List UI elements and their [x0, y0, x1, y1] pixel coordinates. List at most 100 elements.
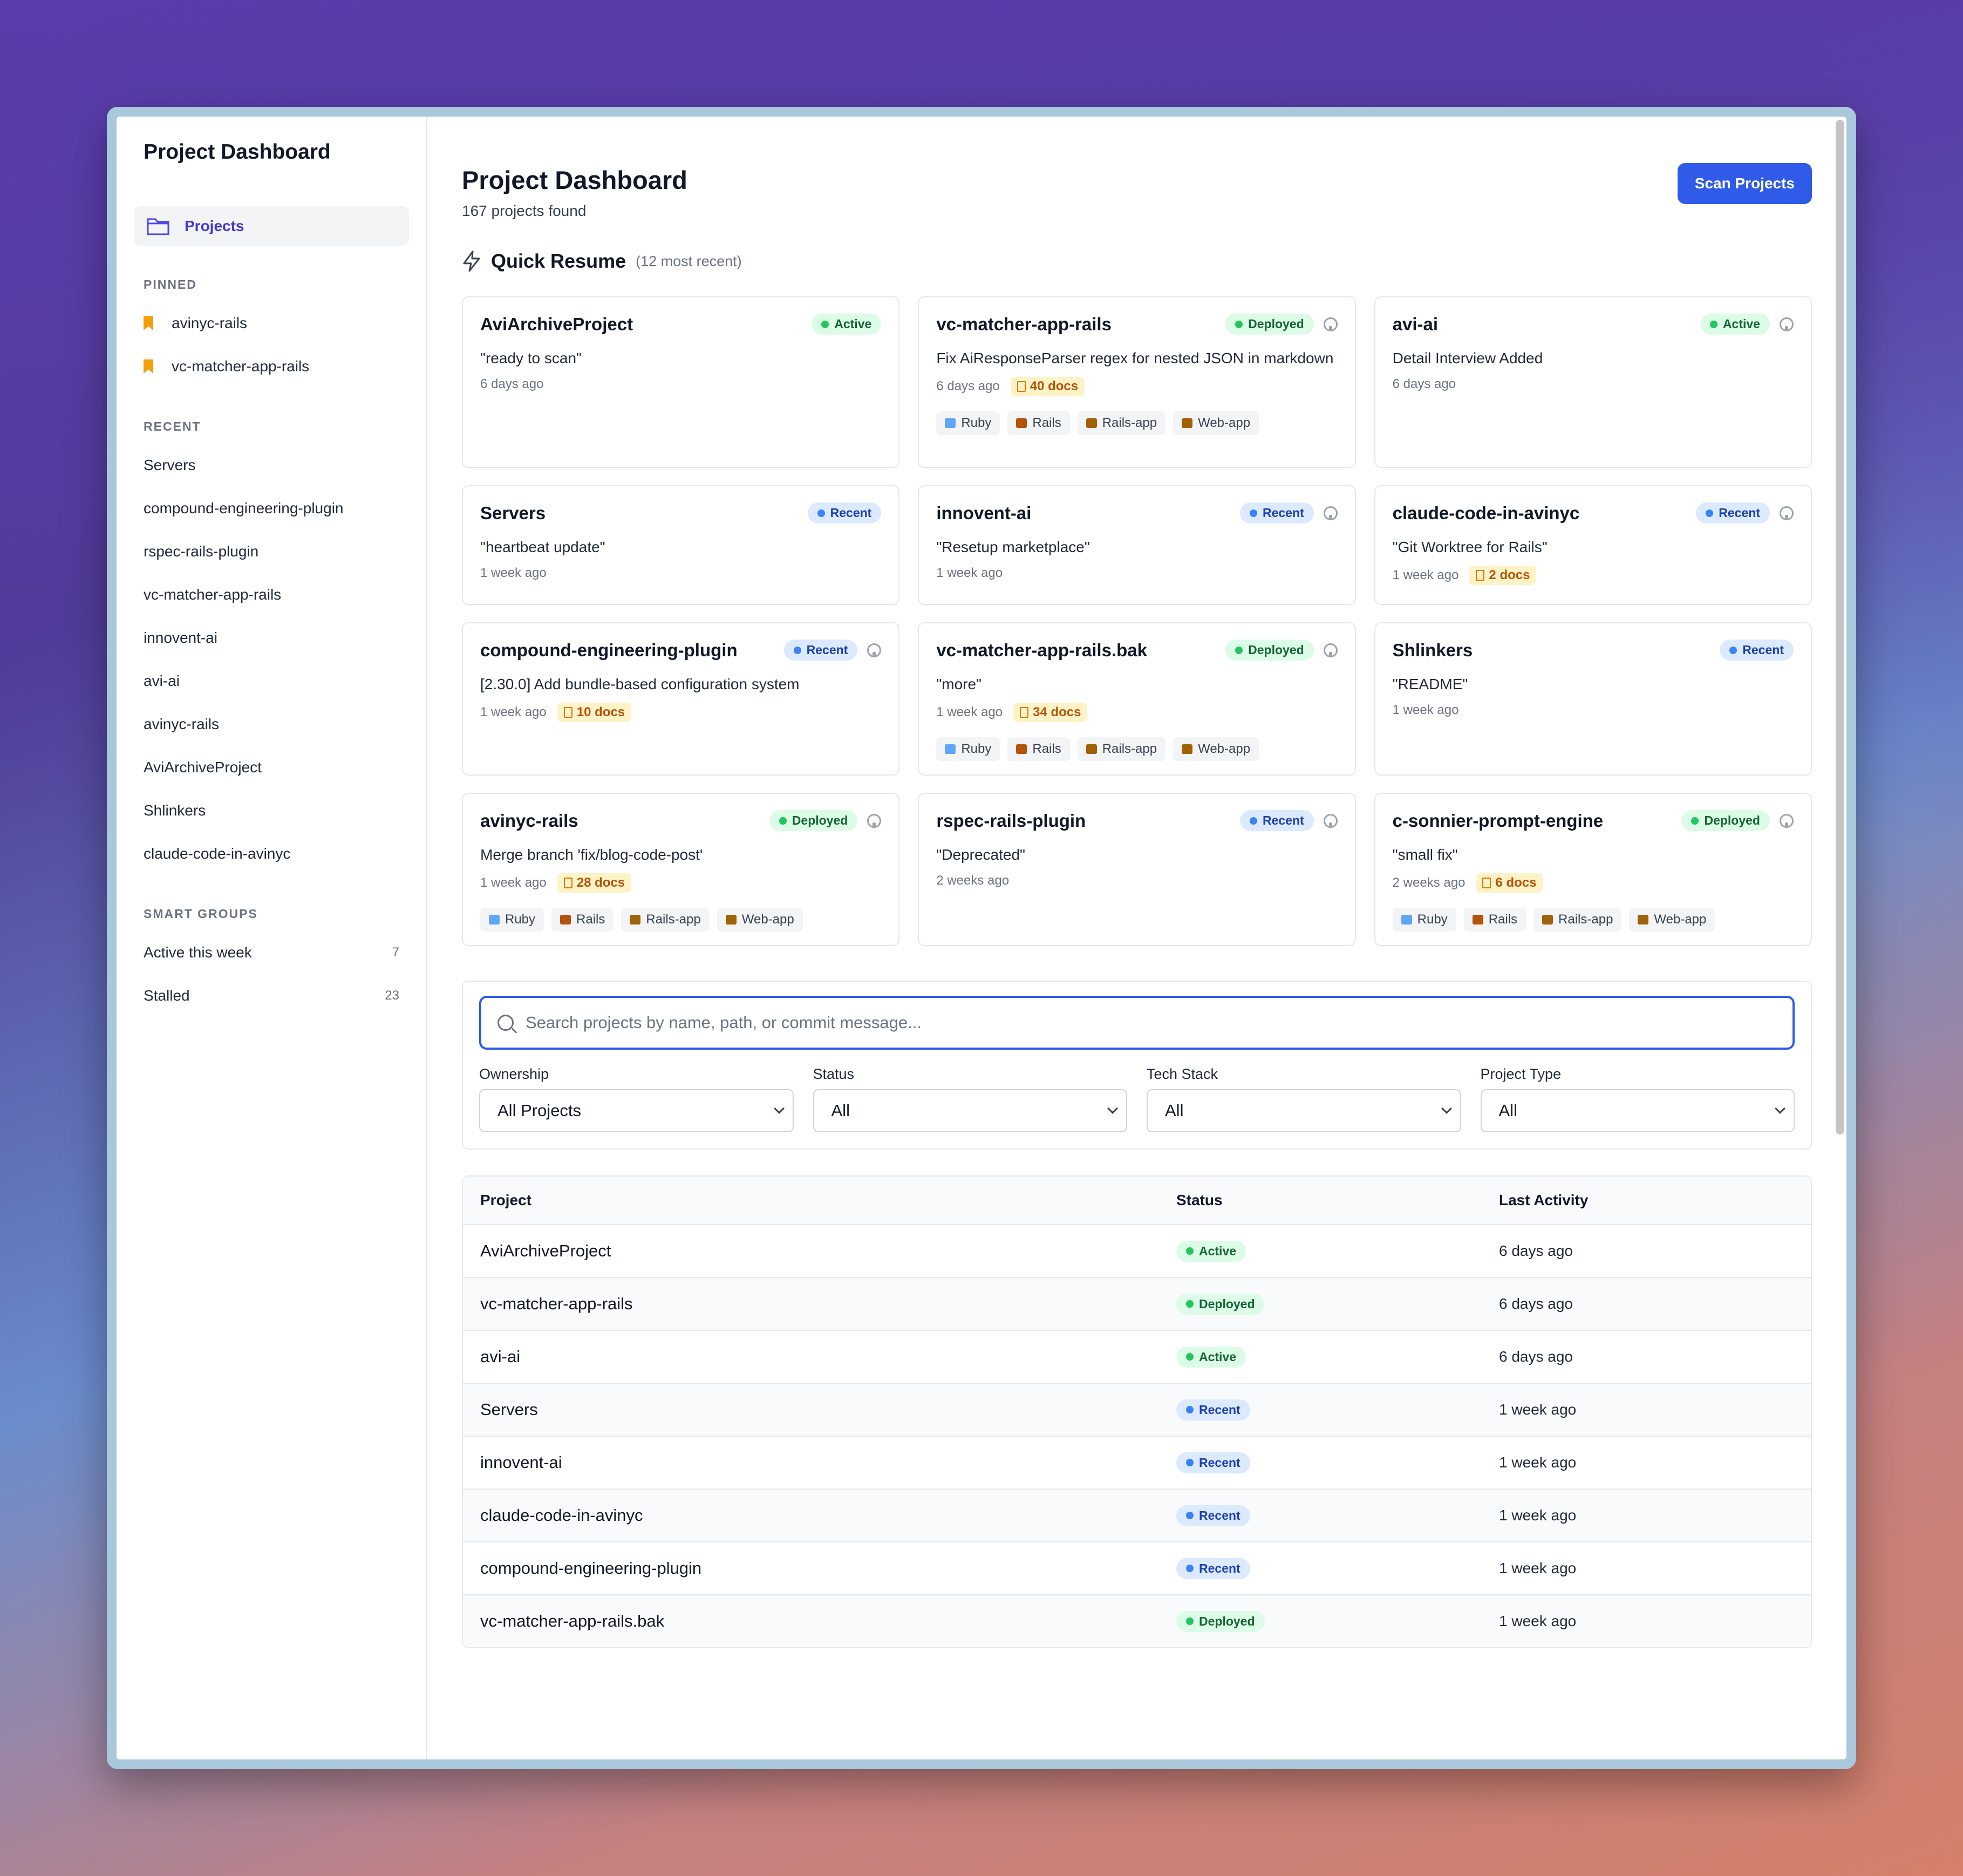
smart-group-stalled[interactable]: Stalled 23 — [134, 974, 409, 1017]
status-badge-label: Recent — [1199, 1561, 1240, 1575]
table-row[interactable]: vc-matcher-app-rails.bak Deployed 1 week a… — [463, 1594, 1811, 1647]
card-meta: 1 week ago 34 docs — [936, 703, 1337, 722]
project-card[interactable]: rspec-rails-plugin Recent "Deprecated" 2 we… — [918, 793, 1356, 946]
card-project-name: vc-matcher-app-rails.bak — [936, 640, 1147, 660]
project-card[interactable]: avinyc-rails Deployed Merge branch 'fix/bl… — [462, 793, 900, 946]
table-row[interactable]: AviArchiveProject Active 6 days ago — [463, 1224, 1811, 1277]
project-card[interactable]: innovent-ai Recent "Resetup marketplace" 1 … — [918, 485, 1356, 605]
pinned-item[interactable]: avinyc-rails — [134, 302, 409, 345]
row-status: Recent — [1176, 1399, 1499, 1420]
project-card[interactable]: Shlinkers Recent "README" 1 week ago — [1374, 622, 1812, 776]
row-project-name: innovent-ai — [480, 1453, 562, 1472]
github-icon[interactable] — [1323, 506, 1338, 520]
table-row[interactable]: compound-engineering-plugin Recent 1 week … — [463, 1541, 1811, 1594]
document-icon — [1476, 570, 1485, 581]
filter-project-type: Project Type All — [1480, 1066, 1795, 1132]
github-icon[interactable] — [867, 813, 882, 828]
project-type-select[interactable]: All — [1480, 1089, 1795, 1132]
recent-item[interactable]: innovent-ai — [144, 629, 217, 646]
row-project-name: vc-matcher-app-rails — [480, 1294, 633, 1313]
tech-stack-select[interactable]: All — [1147, 1089, 1461, 1132]
smart-group-active[interactable]: Active this week 7 — [134, 931, 409, 974]
status-dot — [1186, 1247, 1194, 1255]
github-icon[interactable] — [1779, 506, 1794, 520]
table-row[interactable]: avi-ai Active 6 days ago — [463, 1330, 1811, 1383]
search-input[interactable]: Search projects by name, path, or commit… — [479, 996, 1795, 1050]
table-row[interactable]: Servers Recent 1 week ago — [463, 1383, 1811, 1436]
status-dot — [1186, 1565, 1194, 1572]
card-meta: 6 days ago — [1393, 377, 1794, 392]
status-dot — [779, 817, 787, 825]
project-card[interactable]: claude-code-in-avinyc Recent "Git Worktree… — [1374, 485, 1812, 605]
card-header: AviArchiveProject Active — [480, 314, 882, 335]
card-time: 1 week ago — [1392, 703, 1459, 717]
recent-item[interactable]: vc-matcher-app-rails — [144, 586, 282, 603]
status-select[interactable]: All — [813, 1089, 1127, 1132]
select-value: All — [831, 1101, 850, 1120]
recent-item[interactable]: avinyc-rails — [144, 716, 220, 732]
recent-item[interactable]: rspec-rails-plugin — [144, 543, 259, 560]
card-project-name: avinyc-rails — [480, 810, 578, 831]
row-status: Recent — [1176, 1452, 1499, 1473]
chevron-down-icon — [1441, 1103, 1452, 1114]
scrollbar[interactable] — [1836, 120, 1844, 1134]
row-status: Recent — [1176, 1505, 1499, 1526]
project-card[interactable]: compound-engineering-plugin Recent [2.30.0… — [462, 622, 900, 776]
document-icon — [1020, 707, 1029, 718]
project-card[interactable]: vc-matcher-app-rails Deployed Fix AiRespon… — [918, 296, 1356, 468]
tech-tag: Rails — [1007, 737, 1070, 761]
card-commit-message: "Resetup marketplace" — [936, 539, 1090, 555]
table-row[interactable]: claude-code-in-avinyc Recent 1 week ago — [463, 1488, 1811, 1541]
card-header: Shlinkers Recent — [1393, 640, 1794, 661]
status-badge-label: Recent — [1199, 1402, 1240, 1417]
recent-item[interactable]: AviArchiveProject — [144, 759, 262, 776]
recent-item[interactable]: avi-ai — [144, 672, 180, 689]
card-header: rspec-rails-plugin Recent — [936, 810, 1338, 831]
github-icon[interactable] — [1323, 813, 1338, 828]
column-header-last-activity[interactable]: Last Activity — [1499, 1192, 1589, 1208]
recent-item[interactable]: Servers — [144, 457, 196, 473]
column-header-status[interactable]: Status — [1176, 1192, 1223, 1208]
github-icon[interactable] — [1779, 813, 1794, 828]
github-icon[interactable] — [1323, 643, 1338, 657]
status-badge-label: Deployed — [1248, 317, 1304, 331]
recent-item[interactable]: compound-engineering-plugin — [144, 500, 344, 516]
row-last-activity: 6 days ago — [1499, 1295, 1573, 1312]
table-row[interactable]: vc-matcher-app-rails Deployed 6 days ago — [463, 1277, 1811, 1330]
recent-item[interactable]: Shlinkers — [144, 802, 206, 819]
column-header-project[interactable]: Project — [480, 1192, 531, 1208]
github-icon[interactable] — [867, 643, 882, 657]
project-card[interactable]: avi-ai Active Detail Interview Added 6 days… — [1374, 296, 1812, 468]
card-time: 1 week ago — [480, 705, 547, 719]
row-project-name: AviArchiveProject — [480, 1241, 611, 1260]
pinned-item[interactable]: vc-matcher-app-rails — [134, 345, 409, 388]
tech-tag: Rails-app — [1077, 737, 1166, 761]
rails-icon — [1016, 418, 1027, 428]
document-icon — [563, 878, 572, 888]
github-icon[interactable] — [1323, 317, 1338, 331]
project-card[interactable]: Servers Recent "heartbeat update" 1 week ag… — [462, 485, 900, 605]
card-project-name: Shlinkers — [1392, 640, 1473, 660]
github-icon[interactable] — [1779, 317, 1794, 331]
project-card[interactable]: AviArchiveProject Active "ready to scan" 6 … — [462, 296, 900, 468]
ownership-select[interactable]: All Projects — [479, 1089, 794, 1132]
status-badge-label: Active — [1722, 317, 1760, 331]
table-row[interactable]: innovent-ai Recent 1 week ago — [463, 1436, 1811, 1488]
recent-item[interactable]: claude-code-in-avinyc — [144, 845, 291, 862]
card-header-right: Recent — [807, 502, 882, 524]
tech-tag: Ruby — [936, 411, 1000, 435]
project-card[interactable]: vc-matcher-app-rails.bak Deployed "more" 1 … — [918, 622, 1356, 776]
package-icon — [1086, 418, 1097, 428]
status-badge: Deployed — [769, 810, 858, 831]
status-badge-label: Deployed — [1704, 813, 1760, 827]
status-dot — [1186, 1353, 1194, 1361]
status-badge: Active — [1176, 1346, 1246, 1368]
lightning-icon — [463, 250, 480, 272]
scan-projects-button[interactable]: Scan Projects — [1677, 163, 1812, 204]
project-card[interactable]: c-sonnier-prompt-engine Deployed "small fi… — [1374, 793, 1812, 946]
smart-group-label: Stalled — [144, 987, 190, 1004]
card-header: avi-ai Active — [1393, 314, 1794, 335]
tech-tag-label: Ruby — [961, 416, 992, 430]
nav-projects[interactable]: Projects — [134, 206, 409, 246]
filter-label: Project Type — [1480, 1066, 1562, 1082]
